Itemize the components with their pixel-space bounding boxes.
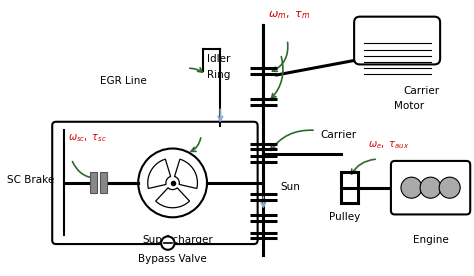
Polygon shape [174, 159, 198, 189]
Text: Bypass Valve: Bypass Valve [138, 254, 207, 264]
Text: Ring: Ring [207, 70, 230, 80]
Circle shape [161, 237, 174, 250]
Text: Pulley: Pulley [329, 212, 360, 222]
Circle shape [401, 177, 422, 198]
FancyBboxPatch shape [391, 161, 470, 214]
Text: $\omega_{sc},\ \tau_{sc}$: $\omega_{sc},\ \tau_{sc}$ [67, 132, 107, 144]
Text: Sun: Sun [281, 182, 301, 192]
Text: EGR Line: EGR Line [100, 76, 146, 86]
Text: Carrier: Carrier [321, 130, 357, 140]
Text: SC Brake: SC Brake [7, 175, 54, 185]
Circle shape [138, 148, 207, 217]
Polygon shape [155, 188, 190, 208]
Circle shape [420, 177, 441, 198]
Text: Idler: Idler [207, 54, 230, 63]
Text: $\omega_m,\ \tau_m$: $\omega_m,\ \tau_m$ [268, 10, 310, 22]
Bar [91, 172, 97, 193]
Polygon shape [148, 159, 171, 189]
Circle shape [439, 177, 460, 198]
Text: Engine: Engine [413, 235, 448, 245]
Text: Supercharger: Supercharger [142, 235, 213, 245]
FancyBboxPatch shape [52, 122, 258, 244]
FancyBboxPatch shape [354, 17, 440, 64]
Bar [100, 172, 107, 193]
Text: Carrier: Carrier [403, 86, 439, 96]
Text: $\omega_e,\ \tau_{aux}$: $\omega_e,\ \tau_{aux}$ [368, 140, 410, 151]
Text: Motor: Motor [394, 101, 425, 111]
